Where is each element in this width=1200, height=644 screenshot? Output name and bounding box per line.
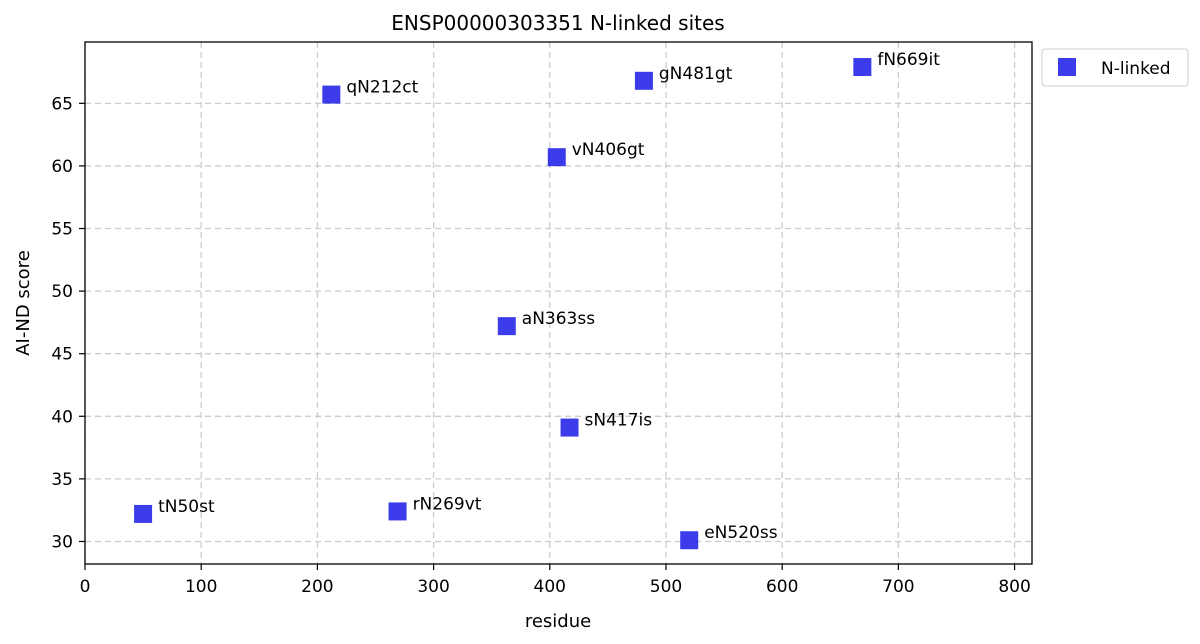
y-tick-label: 50 [51, 282, 73, 302]
data-point [560, 418, 579, 437]
legend: N-linked [1041, 48, 1189, 87]
y-tick-label: 60 [51, 157, 73, 177]
data-points: tN50st qN212ct rN269vt aN363ss vN406gt sN417i… [134, 50, 940, 550]
data-point [322, 85, 341, 104]
x-tick-label: 500 [650, 577, 682, 597]
data-label: rN269vt [413, 494, 482, 514]
data-label: vN406gt [572, 140, 645, 160]
x-tick-label: 300 [417, 577, 449, 597]
grid-lines [84, 42, 1032, 564]
data-point [388, 502, 407, 521]
y-tick-label: 30 [51, 532, 73, 552]
legend-label-n-linked: N-linked [1101, 59, 1171, 79]
y-axis-ticks: 30 35 40 45 50 55 60 65 [51, 94, 85, 552]
y-tick-label: 45 [51, 345, 73, 365]
data-label: tN50st [158, 497, 215, 517]
data-point [134, 504, 153, 523]
legend-marker-n-linked [1058, 58, 1076, 76]
data-label: aN363ss [522, 309, 595, 329]
x-tick-label: 100 [185, 577, 217, 597]
x-tick-label: 200 [301, 577, 333, 597]
y-tick-label: 35 [51, 470, 73, 490]
x-axis-label: residue [525, 611, 591, 632]
data-point [547, 148, 566, 167]
x-tick-label: 400 [534, 577, 566, 597]
y-tick-label: 65 [51, 94, 73, 114]
data-point [853, 58, 872, 77]
data-label: sN417is [585, 411, 653, 431]
data-point [634, 71, 653, 90]
data-point [680, 531, 699, 550]
chart-title: ENSP00000303351 N-linked sites [391, 11, 724, 35]
x-tick-label: 800 [998, 577, 1030, 597]
y-tick-label: 40 [51, 407, 73, 427]
data-point [497, 317, 516, 336]
data-label: gN481gt [659, 64, 733, 84]
x-tick-label: 700 [882, 577, 914, 597]
data-label: qN212ct [346, 78, 418, 98]
data-label: fN669it [877, 50, 940, 70]
y-axis-label: AI-ND score [13, 250, 34, 356]
plot-frame [84, 41, 1033, 565]
data-label: eN520ss [704, 523, 777, 543]
y-tick-label: 55 [51, 220, 73, 240]
x-tick-label: 0 [80, 577, 91, 597]
legend-box [1041, 48, 1189, 87]
x-axis-ticks: 0 100 200 300 400 500 600 700 800 [80, 564, 1031, 597]
x-tick-label: 600 [766, 577, 798, 597]
